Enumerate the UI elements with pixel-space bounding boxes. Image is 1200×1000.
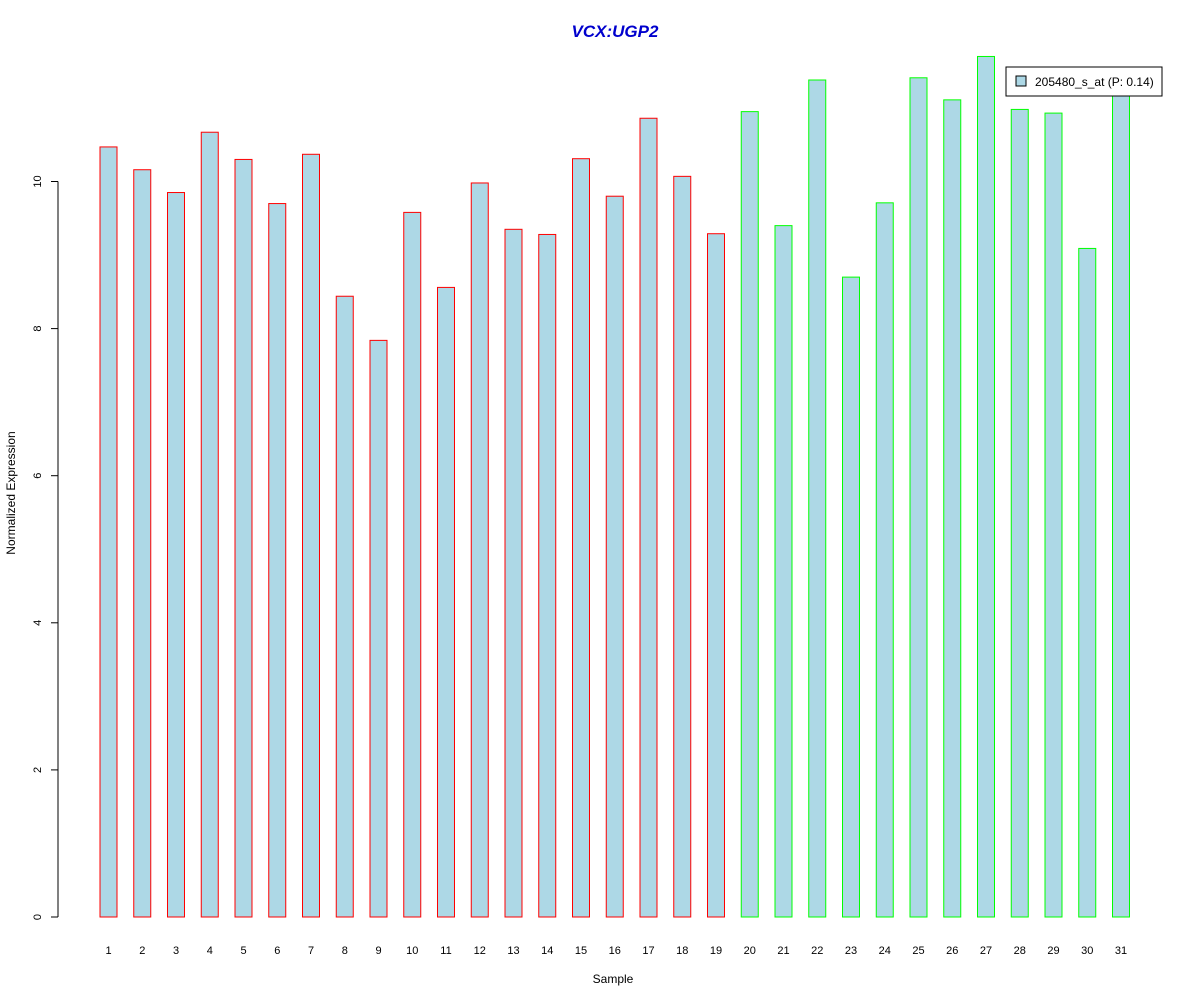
x-tick-label: 20 [744,945,756,957]
x-tick-label: 21 [777,945,789,957]
x-tick-label: 22 [811,945,823,957]
bar-sample-24 [875,202,894,918]
bar-sample-3 [167,192,185,918]
x-tick-label: 2 [139,945,145,957]
bar-sample-29 [1044,112,1063,918]
bar-series [99,55,1130,918]
x-tick-label: 23 [845,945,857,957]
bar-sample-18 [673,175,692,918]
x-tick-label: 10 [406,945,418,957]
x-tick-label: 14 [541,945,553,957]
bar-sample-8 [335,295,354,918]
chart-title: VCX:UGP2 [572,22,659,41]
bar-sample-27 [977,55,995,918]
bar-sample-5 [234,158,253,918]
bar-sample-15 [572,158,590,918]
x-tick-label: 31 [1115,945,1127,957]
x-tick-label: 24 [879,945,891,957]
bar-sample-13 [504,228,523,918]
x-tick-label: 18 [676,945,688,957]
y-tick-label: 8 [32,326,44,332]
bar-sample-11 [437,286,455,918]
bar-sample-28 [1010,108,1029,918]
bar-sample-16 [605,195,624,918]
y-tick-label: 2 [32,767,44,773]
x-tick-label: 28 [1014,945,1026,957]
y-tick-label: 10 [32,175,44,187]
bar-sample-30 [1078,247,1097,918]
bar-sample-23 [842,276,860,918]
bar-sample-7 [302,153,320,918]
x-tick-label: 25 [912,945,924,957]
x-tick-label: 13 [507,945,519,957]
bar-sample-21 [774,225,793,918]
x-tick-label: 29 [1047,945,1059,957]
y-tick-label: 4 [32,620,44,626]
y-axis-label: Normalized Expression [4,431,18,554]
x-tick-label: 7 [308,945,314,957]
x-tick-label: 17 [642,945,654,957]
x-tick-label: 16 [609,945,621,957]
legend-box [1005,66,1163,97]
x-tick-label: 1 [105,945,111,957]
x-tick-label: 5 [240,945,246,957]
x-tick-label: 27 [980,945,992,957]
bar-sample-17 [639,117,658,918]
bar-sample-25 [909,77,928,918]
y-tick-label: 0 [32,914,44,920]
bar-sample-1 [99,146,118,918]
bar-sample-2 [133,169,152,918]
legend-label: 205480_s_at (P: 0.14) [1035,75,1154,89]
x-tick-label: 11 [440,945,451,957]
x-tick-label: 12 [474,945,486,957]
bar-sample-12 [470,182,489,918]
x-tick-label: 9 [375,945,381,957]
bar-sample-14 [538,233,557,918]
x-tick-label: 15 [575,945,587,957]
legend: 205480_s_at (P: 0.14) [1005,66,1163,97]
y-axis: 0 2 4 6 8 10 [32,175,59,920]
x-tick-label: 19 [710,945,722,957]
x-axis-label: Sample [593,972,634,986]
bar-sample-22 [808,79,827,918]
x-tick-label: 26 [946,945,958,957]
x-tick-label: 8 [342,945,348,957]
legend-swatch [1015,75,1027,87]
bar-sample-26 [943,99,962,918]
y-tick-label: 6 [32,473,44,479]
x-axis-ticks: 1 2 3 4 5 6 7 8 9 10 11 12 13 14 15 16 17 18 19 20 21 22 23 24 2… [105,945,1127,957]
bar-sample-4 [200,131,219,918]
bar-sample-31 [1112,94,1130,918]
bar-sample-20 [740,111,759,918]
bar-sample-10 [403,211,422,918]
bar-sample-6 [268,203,287,918]
x-tick-label: 30 [1081,945,1093,957]
x-tick-label: 3 [173,945,179,957]
bar-sample-9 [369,339,388,918]
bar-sample-19 [707,233,725,918]
x-tick-label: 6 [274,945,280,957]
x-tick-label: 4 [207,945,213,957]
